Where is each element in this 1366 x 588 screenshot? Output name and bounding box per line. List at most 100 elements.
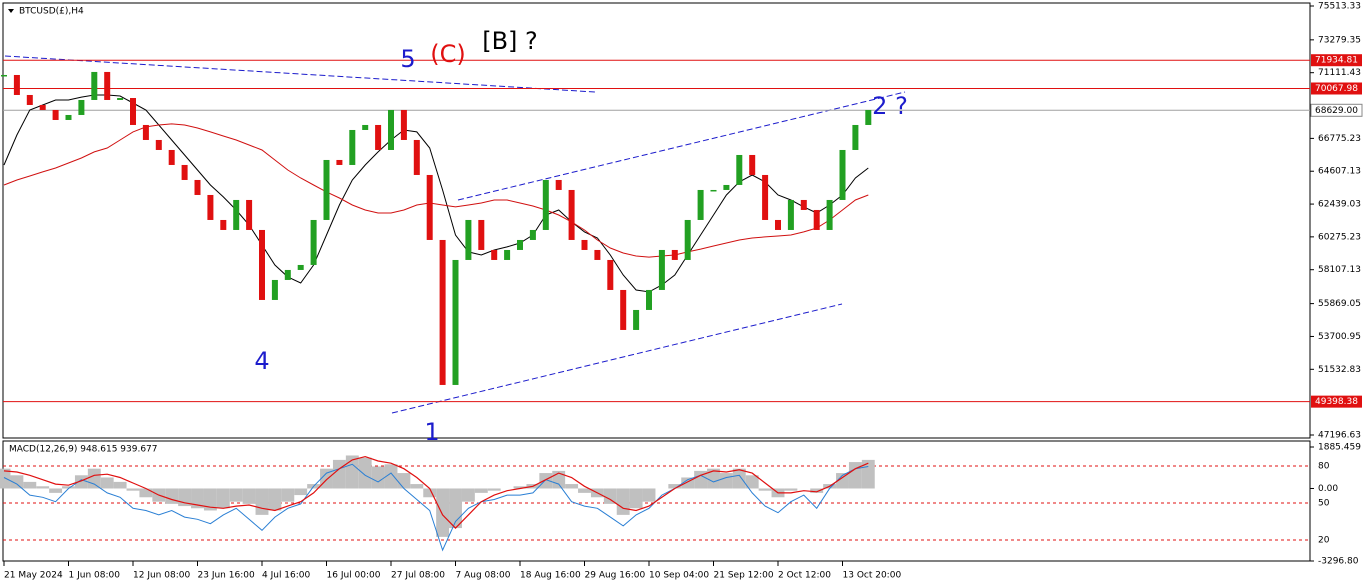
candle [52, 109, 59, 120]
candle [104, 71, 111, 100]
candle [259, 229, 265, 300]
wave-label: 1 [424, 418, 439, 446]
candle [388, 109, 394, 150]
x-tick-label: 21 May 2024 [4, 571, 63, 581]
macd-bar [191, 488, 204, 509]
candle [762, 174, 769, 220]
candle [749, 154, 756, 175]
candle [813, 209, 820, 230]
macd-bar [229, 488, 243, 502]
macd-bar [332, 459, 346, 489]
macd-bar [345, 455, 359, 489]
candle [13, 74, 20, 95]
y-tick-label: 47196.63 [1318, 431, 1361, 441]
macd-bar [10, 475, 24, 489]
candle [297, 264, 304, 270]
level-tick-label: 80 [1318, 462, 1330, 472]
moving-average [3, 94, 869, 293]
candle [78, 99, 85, 115]
candle [555, 179, 562, 190]
x-tick-label: 18 Aug 16:00 [520, 571, 581, 581]
candle [142, 124, 149, 140]
candle [452, 259, 459, 385]
macd-bar [436, 488, 450, 537]
macd-bar [603, 488, 617, 504]
macd-bar [474, 488, 488, 493]
y-tick-label: 75513.33 [1318, 2, 1361, 12]
macd-bar [745, 475, 759, 489]
candle [839, 149, 846, 200]
macd-bar [423, 488, 437, 498]
candle [117, 98, 124, 100]
candle [504, 249, 511, 260]
candle [607, 259, 614, 290]
macd-bar [397, 473, 411, 489]
candle [246, 199, 253, 230]
macd-bar [719, 473, 733, 489]
macd-bar [358, 457, 372, 489]
macd-bar [242, 488, 256, 504]
macd-bar [861, 459, 875, 489]
candle [284, 269, 291, 280]
x-tick-label: 21 Sep 12:00 [714, 571, 774, 581]
candle [478, 219, 485, 250]
macd-title: MACD(12,26,9) 948.615 939.677 [9, 445, 158, 455]
level-label: 68629.00 [1315, 106, 1358, 116]
level-tick-label: 20 [1318, 536, 1330, 546]
macd-bar [616, 488, 630, 515]
macd-bar [281, 488, 295, 502]
candle [349, 129, 356, 165]
channel-lower [391, 303, 843, 414]
candle [800, 199, 807, 210]
candle [181, 164, 188, 180]
candle [39, 104, 46, 110]
candle [517, 239, 523, 250]
candle [723, 184, 730, 190]
candle [426, 174, 433, 240]
macd-y-tick-label: 1885.459 [1318, 443, 1361, 453]
chart-title: BTCUSD(£),H4 [19, 7, 84, 17]
x-tick-label: 1 Jun 08:00 [69, 571, 121, 581]
candle [620, 289, 627, 330]
candle [336, 159, 343, 165]
x-tick-label: 4 Jul 16:00 [262, 571, 311, 581]
macd-bar [126, 488, 140, 491]
macd-bar [100, 477, 114, 489]
macd-signal [3, 455, 869, 529]
candle [194, 179, 201, 195]
candle [233, 199, 240, 230]
macd-bar [578, 488, 591, 493]
macd-bar [371, 466, 385, 489]
candle [375, 124, 382, 150]
macd-bar [62, 486, 75, 489]
y-tick-label: 51532.83 [1318, 365, 1361, 375]
macd-bar [165, 488, 179, 504]
candle [529, 229, 536, 240]
wave-label: 5 [400, 45, 415, 73]
level-label: 49398.38 [1315, 397, 1358, 407]
wave-label: 2 ? [872, 92, 908, 120]
macd-bar [23, 481, 37, 489]
macd-bar [668, 484, 682, 489]
macd-bar [384, 464, 398, 489]
candle [323, 159, 330, 220]
candle [684, 219, 691, 260]
level-label-box [1311, 54, 1362, 67]
macd-bar [758, 488, 772, 491]
macd-bar [681, 477, 695, 489]
wave-label: 4 [254, 347, 269, 375]
menu-arrow[interactable] [8, 9, 14, 13]
candle [542, 179, 549, 230]
channel-upper [457, 91, 906, 201]
candle [155, 139, 162, 150]
y-tick-label: 71111.43 [1318, 68, 1361, 78]
macd-bar [410, 484, 424, 489]
y-tick-label: 64607.13 [1318, 167, 1361, 177]
candle [633, 309, 640, 330]
candle [491, 249, 498, 260]
level-label-box [1311, 395, 1362, 408]
candle [168, 149, 175, 165]
x-tick-label: 13 Oct 20:00 [843, 571, 902, 581]
macd-bar [642, 488, 656, 502]
